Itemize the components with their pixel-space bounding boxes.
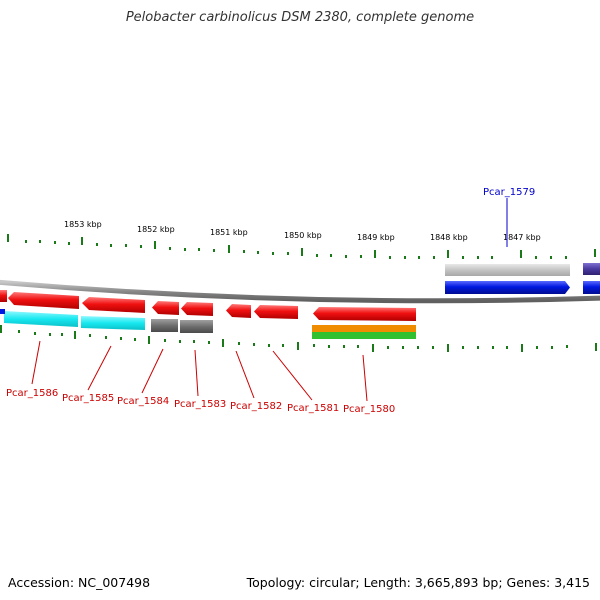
gene-pcar-1583-arrow[interactable] <box>181 302 213 316</box>
gene-label-pcar-1579[interactable]: Pcar_1579 <box>483 187 535 198</box>
gene-pcar-1585-arrow[interactable] <box>82 297 145 313</box>
scale-labels: 1853 kbp 1852 kbp 1851 kbp 1850 kbp 1849… <box>64 220 541 242</box>
cds-pcar-1580-orange[interactable] <box>312 325 416 332</box>
scale-label-1852: 1852 kbp <box>137 225 175 234</box>
gene-pcar-1584-arrow[interactable] <box>152 301 179 315</box>
cds-pcar-1586[interactable] <box>4 311 78 327</box>
gene-pcar-1580-arrow[interactable] <box>313 307 416 321</box>
gene-pcar-1586-arrow[interactable] <box>8 292 79 309</box>
genome-backbone <box>0 279 600 304</box>
gene-next-forward-arrow[interactable] <box>583 281 600 294</box>
reverse-strand-genes <box>0 290 416 339</box>
cds-next-forward[interactable] <box>583 263 600 275</box>
genome-title: Pelobacter carbinolicus DSM 2380, comple… <box>125 10 475 25</box>
gene-labels: Pcar_1579 Pcar_1586 Pcar_1585 Pcar_1584 … <box>6 187 535 415</box>
scale-label-1851: 1851 kbp <box>210 228 248 237</box>
cds-pcar-1585[interactable] <box>81 316 145 330</box>
gene-label-pcar-1580[interactable]: Pcar_1580 <box>343 404 395 415</box>
gene-pcar-1582-arrow[interactable] <box>226 304 251 318</box>
label-leader-lines <box>31 198 508 402</box>
gene-label-pcar-1584[interactable]: Pcar_1584 <box>117 396 169 407</box>
scale-label-1853: 1853 kbp <box>64 220 102 229</box>
gene-label-pcar-1583[interactable]: Pcar_1583 <box>174 399 226 410</box>
gene-partial-left-arrow[interactable] <box>0 290 7 302</box>
gene-label-pcar-1585[interactable]: Pcar_1585 <box>62 393 114 404</box>
scale-label-1849: 1849 kbp <box>357 233 395 242</box>
accession-text: Accession: NC_007498 <box>8 575 151 590</box>
gene-label-pcar-1582[interactable]: Pcar_1582 <box>230 401 282 412</box>
lower-tick-row <box>0 325 597 352</box>
gene-pcar-1581-arrow[interactable] <box>254 305 298 319</box>
cds-pcar-1580-green[interactable] <box>312 332 416 339</box>
scale-label-1848: 1848 kbp <box>430 233 468 242</box>
genome-summary-text: Topology: circular; Length: 3,665,893 bp… <box>246 575 590 590</box>
forward-strand-genes <box>445 263 600 294</box>
scale-label-1850: 1850 kbp <box>284 231 322 240</box>
cds-pcar-1579[interactable] <box>445 264 570 276</box>
gene-label-pcar-1586[interactable]: Pcar_1586 <box>6 388 58 399</box>
gene-pcar-1579-arrow[interactable] <box>445 281 570 294</box>
scale-label-1847: 1847 kbp <box>503 233 541 242</box>
upper-tick-row <box>7 234 596 259</box>
cds-partial-left[interactable] <box>0 309 5 314</box>
cds-pcar-1583[interactable] <box>180 320 213 333</box>
cds-pcar-1584[interactable] <box>151 319 178 332</box>
gene-label-pcar-1581[interactable]: Pcar_1581 <box>287 403 339 414</box>
